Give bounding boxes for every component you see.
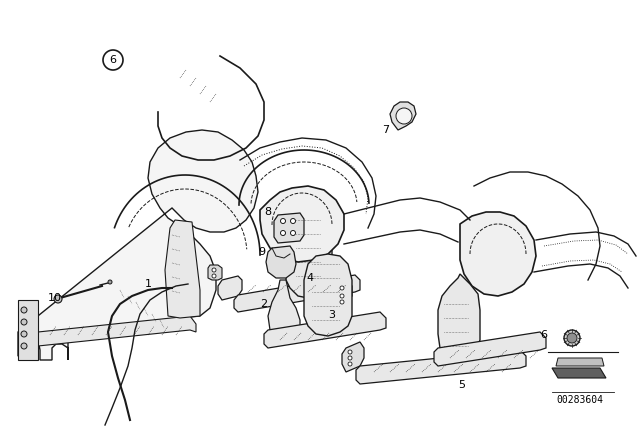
Text: 9: 9 xyxy=(259,247,266,257)
Circle shape xyxy=(567,333,577,343)
Polygon shape xyxy=(434,332,546,366)
Polygon shape xyxy=(460,212,536,296)
Circle shape xyxy=(108,280,112,284)
Polygon shape xyxy=(218,276,242,300)
Polygon shape xyxy=(38,316,196,346)
Circle shape xyxy=(21,307,27,313)
Text: 6: 6 xyxy=(109,55,116,65)
Text: 5: 5 xyxy=(458,380,465,390)
Polygon shape xyxy=(266,246,296,278)
Text: 00283604: 00283604 xyxy=(557,395,604,405)
Polygon shape xyxy=(286,208,332,298)
Polygon shape xyxy=(264,312,386,348)
Polygon shape xyxy=(390,102,416,130)
Polygon shape xyxy=(208,265,222,280)
Text: 1: 1 xyxy=(145,279,152,289)
Polygon shape xyxy=(552,368,606,378)
Text: 7: 7 xyxy=(383,125,390,135)
Polygon shape xyxy=(18,300,38,360)
Polygon shape xyxy=(356,350,526,384)
Polygon shape xyxy=(260,186,344,262)
Circle shape xyxy=(564,330,580,346)
Text: 4: 4 xyxy=(307,273,314,283)
Polygon shape xyxy=(18,130,258,360)
Circle shape xyxy=(340,300,344,304)
Text: 8: 8 xyxy=(264,207,271,217)
Circle shape xyxy=(396,108,412,124)
Text: 6: 6 xyxy=(541,330,547,340)
Text: 10: 10 xyxy=(48,293,62,303)
Polygon shape xyxy=(274,213,304,243)
Text: 3: 3 xyxy=(328,310,335,320)
Circle shape xyxy=(348,350,352,354)
Circle shape xyxy=(21,343,27,349)
Circle shape xyxy=(212,274,216,278)
Circle shape xyxy=(348,356,352,360)
Circle shape xyxy=(54,295,62,303)
Circle shape xyxy=(21,319,27,325)
Polygon shape xyxy=(330,282,352,306)
Polygon shape xyxy=(556,358,604,366)
Polygon shape xyxy=(165,220,200,318)
Circle shape xyxy=(291,219,296,224)
Circle shape xyxy=(212,268,216,272)
Text: 2: 2 xyxy=(260,299,268,309)
Circle shape xyxy=(340,286,344,290)
Polygon shape xyxy=(438,274,480,358)
Circle shape xyxy=(280,219,285,224)
Polygon shape xyxy=(304,254,352,336)
Circle shape xyxy=(291,231,296,236)
Circle shape xyxy=(348,362,352,366)
Polygon shape xyxy=(268,280,300,340)
Polygon shape xyxy=(342,342,364,372)
Circle shape xyxy=(103,50,123,70)
Circle shape xyxy=(340,294,344,298)
Polygon shape xyxy=(234,275,360,312)
Circle shape xyxy=(21,331,27,337)
Circle shape xyxy=(280,231,285,236)
